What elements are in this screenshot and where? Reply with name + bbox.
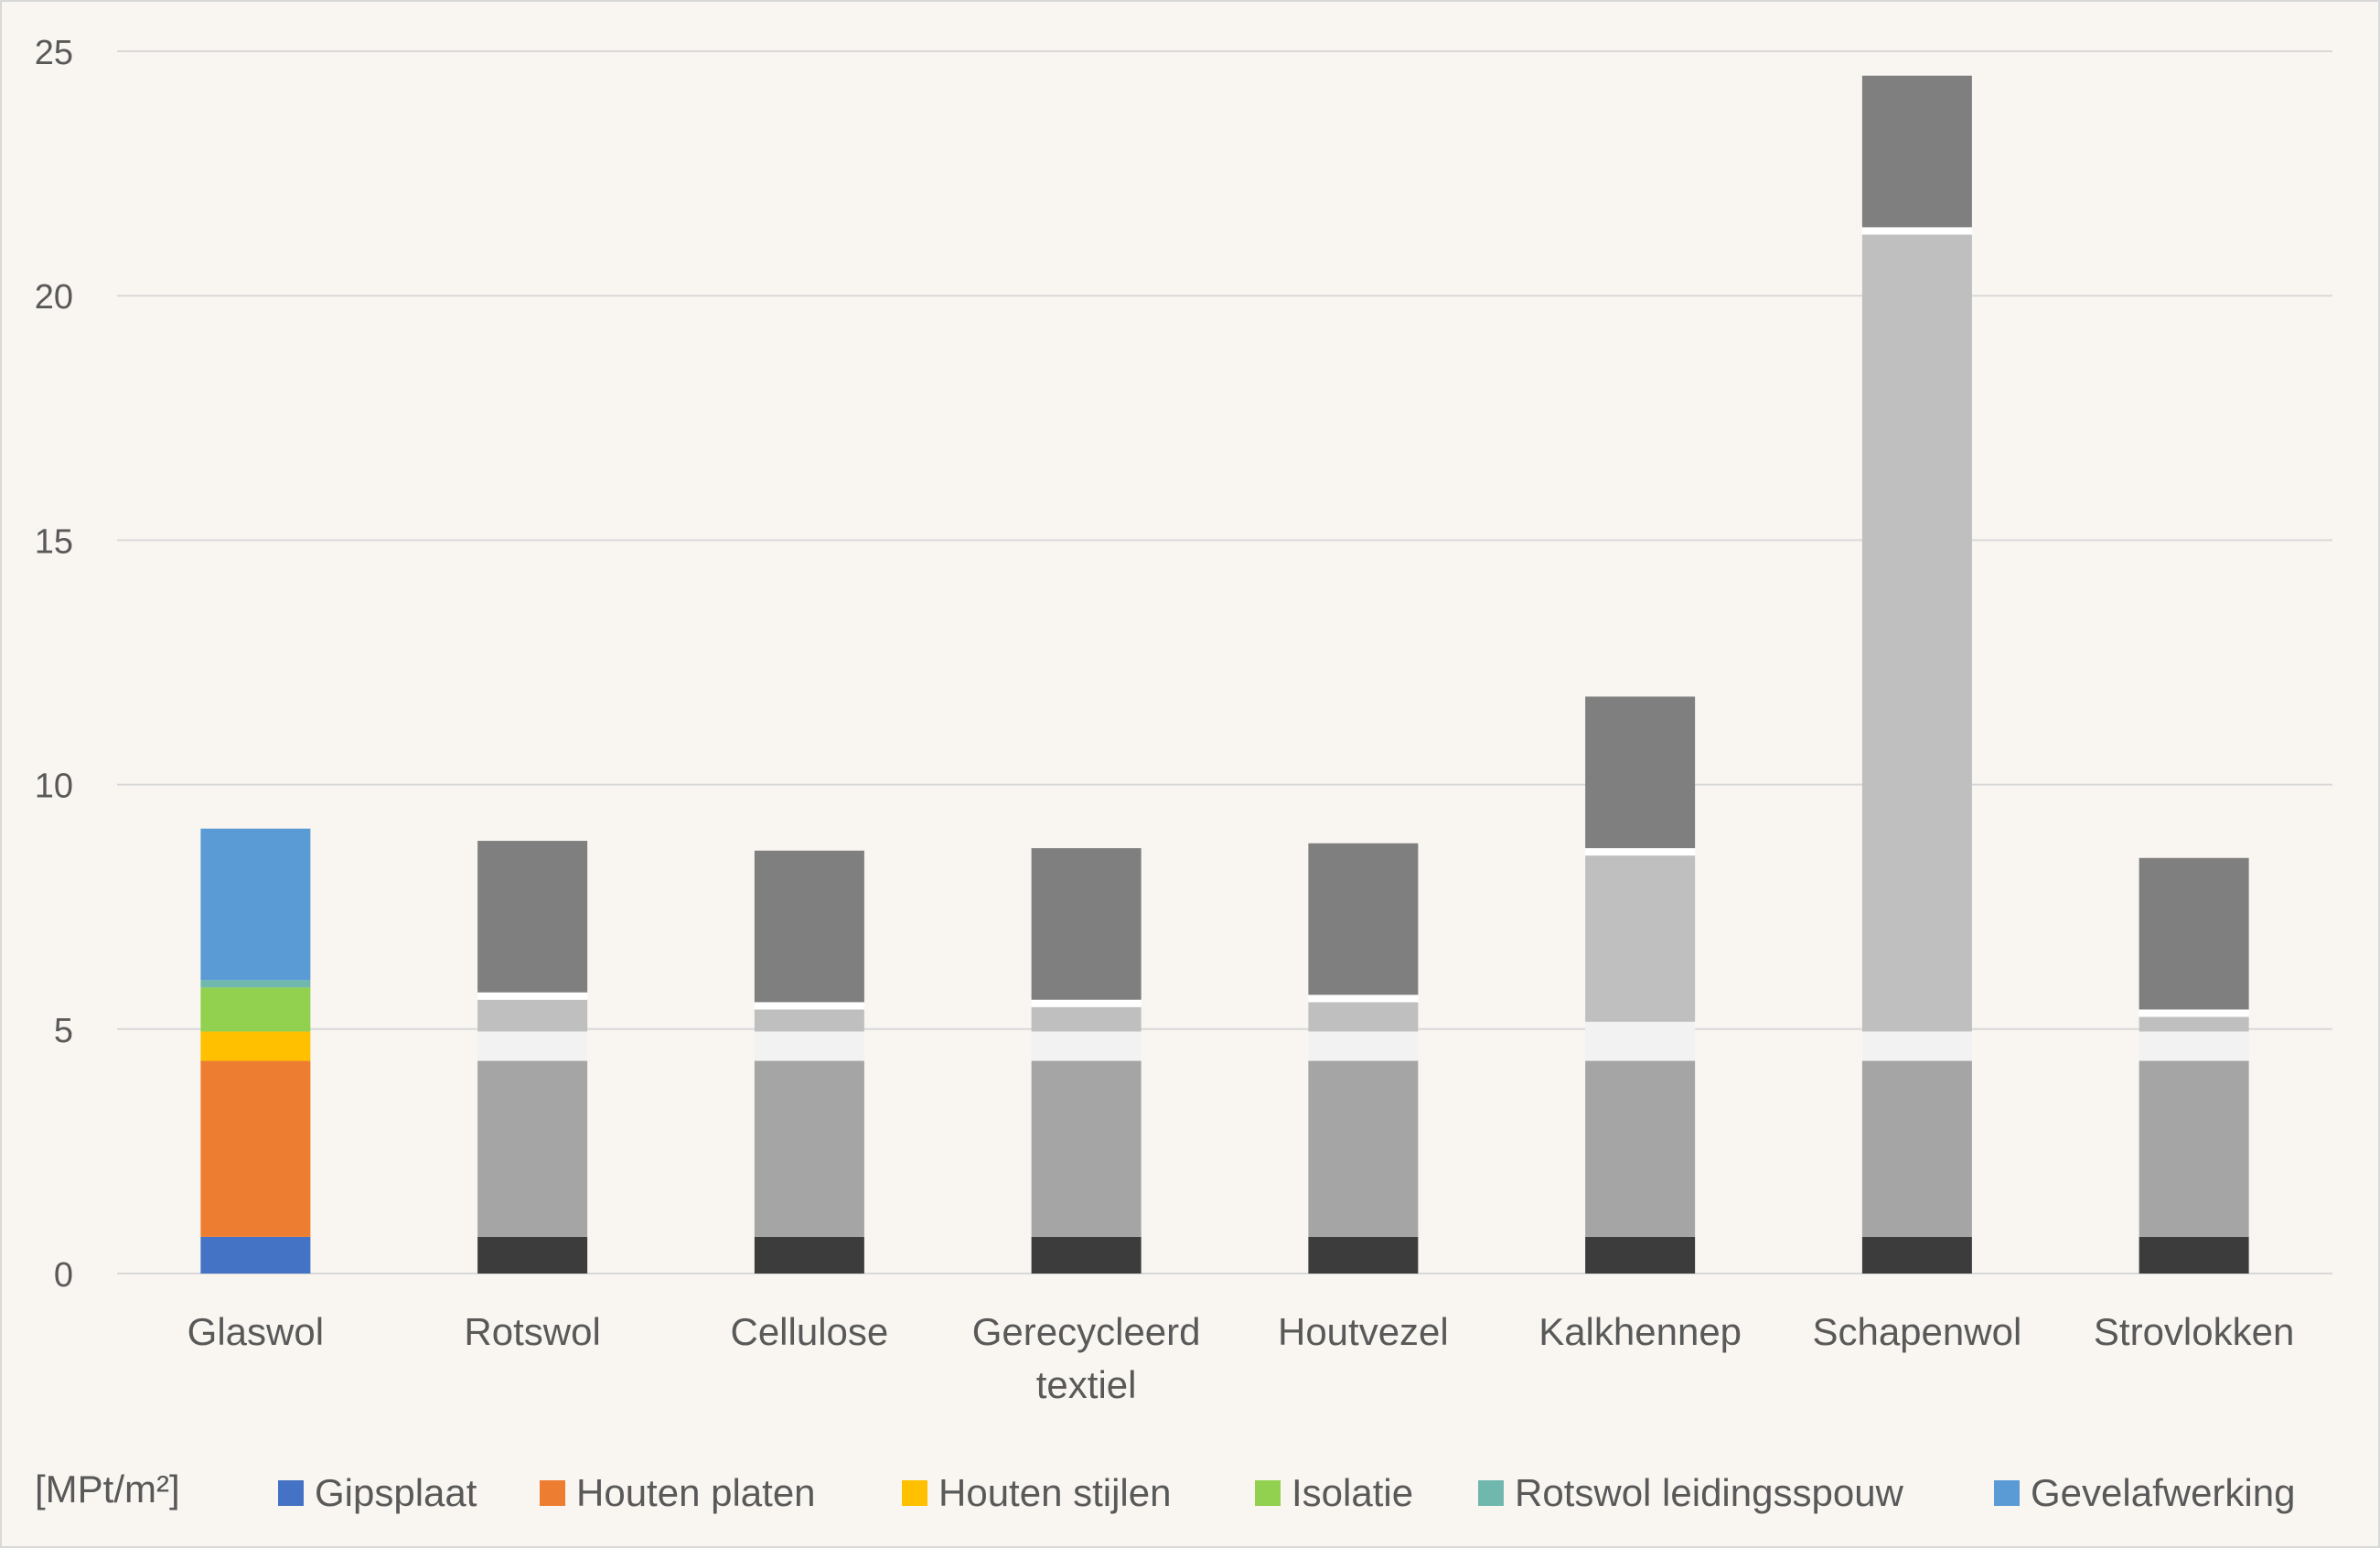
y-tick-label: 10 [35,768,73,806]
y-tick-label: 15 [35,522,73,561]
x-tick-label: textiel [1036,1363,1137,1406]
legend-label: Gevelafwerking [2031,1471,2295,1514]
bar-segment [1031,1006,1142,1032]
bars [200,75,2249,1274]
bar-segment [200,1236,311,1274]
bar-segment [1861,1031,1972,1061]
bar-segment [1861,234,1972,1032]
bar-segment [1861,1060,1972,1237]
bar-segment [1031,848,1142,1000]
legend-swatch [540,1480,565,1506]
legend-swatch [902,1480,927,1506]
x-tick-label: Gerecycleerd [972,1310,1201,1353]
bar-segment [1031,1236,1142,1274]
legend-label: Houten platen [576,1471,816,1514]
legend-swatch [1478,1480,1504,1506]
bar-segment [1585,1060,1696,1237]
bar-segment [754,1009,864,1032]
bar-segment [1308,1236,1419,1274]
bar-segment [1308,994,1419,1003]
bar-segment [754,1060,864,1237]
bar-segment [754,1236,864,1274]
bar-segment [477,1031,588,1061]
legend-label: Rotswol leidingsspouw [1515,1471,1904,1514]
bar-segment [2139,1009,2249,1017]
legend-swatch [1255,1480,1281,1506]
unit-label: [MPt/m²] [35,1467,180,1510]
y-tick-label: 5 [54,1012,73,1050]
legend-swatch [278,1480,304,1506]
bar-segment [1308,1031,1419,1061]
axis-labels: 0 5 10 15 20 25 Glaswol Rotswol Cellulose Gerecyc… [35,34,2295,1406]
bar-segment [1861,75,1972,228]
legend-label: Isolatie [1292,1471,1413,1514]
bar-segment [754,1031,864,1061]
bar-segment [2139,1236,2249,1274]
bar-segment [1861,1236,1972,1274]
legend-label: Gipsplaat [315,1471,477,1514]
bar-segment [477,992,588,1000]
bar-segment [200,828,311,981]
y-tick-label: 20 [35,278,73,317]
bar-segment [1031,1060,1142,1237]
bar-segment [2139,1031,2249,1061]
bar-segment [2139,1016,2249,1032]
x-tick-label: Cellulose [730,1310,888,1353]
legend-label: Houten stijlen [938,1471,1171,1514]
y-tick-label: 25 [35,34,73,72]
bar-segment [200,1031,311,1061]
bar-segment [754,850,864,1003]
bar-segment [200,980,311,988]
bar-segment [1308,1002,1419,1032]
bar-segment [1585,855,1696,1022]
bar-segment [477,841,588,993]
x-tick-label: Houtvezel [1278,1310,1449,1353]
x-tick-label: Strovlokken [2094,1310,2294,1353]
x-tick-label: Rotswol [464,1310,600,1353]
bar-segment [2139,857,2249,1010]
bar-segment [477,999,588,1032]
bar-segment [2139,1060,2249,1237]
bar-segment [1308,843,1419,995]
bar-segment [1031,1031,1142,1061]
bar-segment [477,1236,588,1274]
x-tick-label: Kalkhennep [1538,1310,1742,1353]
bar-segment [1585,848,1696,856]
bar-segment [1585,1021,1696,1061]
bar-segment [754,1002,864,1010]
y-tick-label: 0 [54,1256,73,1295]
x-tick-label: Glaswol [188,1310,324,1353]
bar-segment [1308,1060,1419,1237]
legend: [MPt/m²] Gipsplaat Houten platen Houten sti… [35,1467,2295,1514]
bar-segment [1031,999,1142,1007]
x-tick-label: Schapenwol [1812,1310,2021,1353]
bar-segment [1585,1236,1696,1274]
bar-segment [1861,227,1972,235]
bar-segment [200,1060,311,1237]
bar-segment [1585,696,1696,849]
legend-swatch [1994,1480,2020,1506]
bar-segment [200,987,311,1032]
bar-segment [477,1060,588,1237]
